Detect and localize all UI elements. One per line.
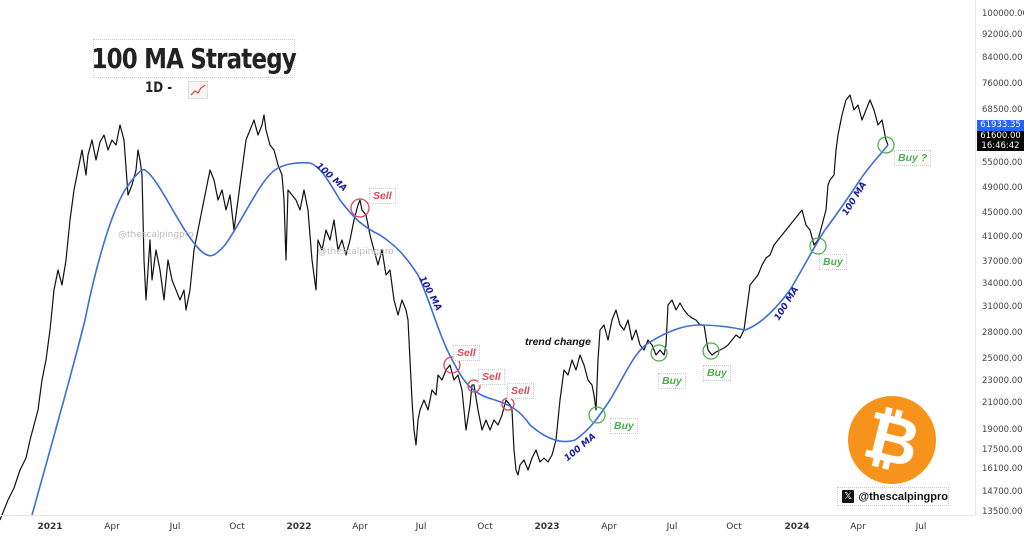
buy-circle [809, 237, 827, 255]
watermark: @thescalpingpro [318, 247, 394, 257]
time-tick: Jul [415, 522, 427, 532]
sell-label: Sell [507, 383, 534, 399]
sell-label: Sell [478, 369, 505, 385]
buy-circle [877, 136, 895, 154]
price-tick: 49000.00 [982, 183, 1023, 193]
bitcoin-icon: ₿ [856, 395, 928, 484]
price-tick: 92000.00 [982, 30, 1023, 40]
price-tick: 68500.00 [982, 105, 1023, 115]
time-tick: 2021 [37, 522, 63, 532]
trend-change-label: trend change [525, 336, 591, 348]
price-tick: 45000.00 [982, 208, 1023, 218]
buy-label: Buy [658, 373, 686, 389]
buy-circle [588, 406, 606, 424]
title-box: 100 MA Strategy [91, 39, 297, 78]
time-tick: 2024 [784, 522, 810, 532]
price-tick: 76000.00 [982, 79, 1023, 89]
watermark: @thescalpingpro [118, 230, 194, 240]
current-price-tag: 61933.35 [977, 120, 1024, 131]
price-tick: 13500.00 [982, 507, 1023, 517]
time-tick: 2022 [286, 522, 312, 532]
price-tick: 84000.00 [982, 53, 1023, 63]
price-tick: 19000.00 [982, 425, 1023, 435]
sell-label: Sell [369, 188, 396, 204]
buy-label: Buy [703, 365, 731, 381]
handle-text: @thescalpingpro [858, 490, 948, 503]
price-tick: 31000.00 [982, 302, 1023, 312]
price-tick: 14700.00 [982, 487, 1023, 497]
time-axis[interactable] [0, 515, 975, 540]
crosshair-price: 61600.00 [980, 131, 1021, 141]
social-handle: 𝕏 @thescalpingpro [837, 487, 949, 506]
sell-circle [350, 198, 370, 218]
crosshair-price-tag: 61600.00 16:46:42 [977, 131, 1024, 151]
sell-circle [443, 356, 461, 374]
buy-circle [702, 342, 720, 360]
price-tick: 17500.00 [982, 445, 1023, 455]
price-tick: 25000.00 [982, 354, 1023, 364]
buy-label: Buy [610, 418, 638, 434]
sell-circle [467, 379, 481, 393]
time-tick: Apr [352, 522, 368, 532]
time-tick: Oct [477, 522, 493, 532]
price-tick: 23000.00 [982, 376, 1023, 386]
ma-100-line [31, 144, 889, 516]
buy-question-label: Buy ? [894, 150, 932, 166]
buy-circle [650, 344, 668, 362]
chart-title: 100 MA Strategy [91, 42, 297, 75]
sell-label: Sell [453, 345, 480, 361]
bar-countdown: 16:46:42 [981, 141, 1020, 151]
buy-label: Buy [819, 254, 847, 270]
time-tick: Jul [666, 522, 678, 532]
time-tick: Apr [104, 522, 120, 532]
price-tick: 100000.00 [982, 9, 1024, 19]
time-tick: Apr [850, 522, 866, 532]
price-tick: 34000.00 [982, 279, 1023, 289]
chart-increasing-icon [188, 81, 208, 99]
bitcoin-logo: ₿ [848, 396, 936, 484]
time-tick: Jul [169, 522, 181, 532]
price-line [0, 94, 889, 521]
price-tick: 16100.00 [982, 464, 1023, 474]
timeframe-label: 1D - [145, 80, 173, 96]
time-tick: Jul [915, 522, 927, 532]
price-tick: 21000.00 [982, 398, 1023, 408]
price-tick: 41000.00 [982, 232, 1023, 242]
x-icon: 𝕏 [842, 490, 855, 503]
price-tick: 55000.00 [982, 158, 1023, 168]
time-tick: Oct [726, 522, 742, 532]
price-tick: 37000.00 [982, 257, 1023, 267]
time-tick: Oct [229, 522, 245, 532]
price-tick: 28000.00 [982, 328, 1023, 338]
time-tick: 2023 [534, 522, 560, 532]
time-tick: Apr [601, 522, 617, 532]
price-axis[interactable] [975, 0, 1024, 515]
